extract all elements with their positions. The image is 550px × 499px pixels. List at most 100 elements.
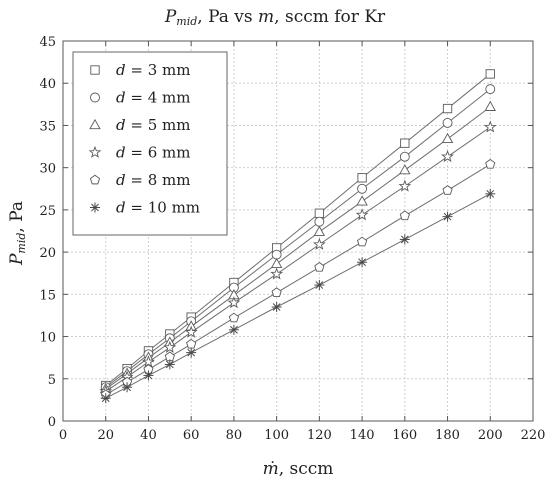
data-point-circle: [399, 151, 410, 162]
data-point-asterisk: [143, 370, 154, 381]
plot-frame: [62, 40, 534, 422]
series-line: [105, 193, 491, 399]
data-point-pentagon: [399, 210, 410, 221]
asterisk-stroke: [315, 281, 324, 289]
legend-label-var: d: [116, 199, 126, 217]
data-point-pentagon: [186, 338, 197, 349]
y-axis-title: Pmid, Pa: [7, 201, 28, 266]
data-point-asterisk: [164, 359, 175, 370]
data-point-square: [400, 138, 410, 148]
data-point-pentagon: [314, 261, 325, 272]
series-3: [99, 120, 497, 397]
ylabel-rest: , Pa: [7, 201, 27, 233]
data-point-asterisk: [271, 302, 282, 312]
y-tick-label: 15: [39, 288, 56, 303]
data-point-pentagon: [271, 287, 282, 297]
data-point-pentagon: [228, 312, 239, 323]
legend-label-var: d: [116, 89, 126, 107]
legend-marker-square: [90, 65, 100, 75]
data-point-star: [163, 340, 177, 353]
series-line: [105, 126, 491, 392]
title-m: m: [258, 7, 274, 27]
xlabel-rest: , sccm: [279, 459, 334, 479]
data-point-square: [485, 69, 495, 79]
x-tick-label: 100: [264, 428, 289, 443]
asterisk-stroke: [123, 383, 131, 392]
data-point-pentagon: [485, 158, 496, 169]
legend-label-value: = 6 mm: [126, 144, 191, 162]
data-point-star: [483, 120, 497, 133]
data-point-square: [442, 103, 453, 114]
legend-marker-asterisk: [90, 202, 100, 213]
data-point-circle: [271, 249, 282, 260]
asterisk-stroke: [91, 203, 99, 212]
data-point-triangle: [441, 132, 454, 144]
legend-label-value: = 8 mm: [126, 171, 191, 189]
y-tick-label: 45: [39, 35, 56, 50]
xlabel-m: ṁ: [263, 459, 279, 479]
y-tick-label: 30: [39, 162, 56, 177]
x-tick-label: 180: [435, 428, 460, 443]
legend-label-value: = 3 mm: [126, 61, 191, 79]
asterisk-stroke: [486, 189, 495, 198]
data-point-square: [314, 208, 325, 218]
data-point-star: [355, 208, 369, 221]
title-rest: , Pa vs: [197, 7, 258, 27]
asterisk-stroke: [187, 348, 196, 357]
data-point-pentagon: [357, 236, 368, 247]
axes: 0 20 40 60 80 100 120 140 160 180 200 220 0 5 10 15 20 25…: [39, 35, 545, 443]
asterisk-stroke: [400, 235, 409, 244]
y-tick-label: 40: [39, 77, 56, 92]
data-point-asterisk: [357, 257, 368, 268]
x-tick-label: 200: [478, 428, 503, 443]
ylabel-p: P: [7, 253, 27, 266]
y-tick-label: 5: [48, 373, 56, 388]
asterisk-stroke: [101, 394, 110, 403]
legend-label-value: = 10 mm: [126, 199, 200, 217]
data-point-pentagon: [164, 351, 175, 362]
x-tick-label: 140: [350, 428, 375, 443]
data-point-triangle: [313, 225, 326, 236]
data-point-triangle: [399, 164, 411, 175]
data-point-circle: [314, 216, 325, 227]
data-point-circle: [442, 117, 453, 128]
asterisk-stroke: [358, 258, 366, 267]
legend-label-var: d: [116, 144, 126, 162]
data-point-star: [398, 179, 412, 192]
legend-marker-star: [88, 145, 102, 158]
y-tick-label: 35: [39, 119, 56, 134]
x-tick-label: 80: [226, 428, 243, 443]
chart-title: Pmid, Pa vs m, sccm for Kr: [164, 7, 386, 28]
data-point-asterisk: [314, 280, 325, 291]
title-sub: mid: [176, 15, 197, 28]
x-axis-title: ṁ, sccm: [263, 459, 334, 479]
series-5: [100, 188, 496, 404]
y-tick-label: 0: [48, 415, 56, 430]
data-point-star: [313, 237, 326, 250]
data-point-pentagon: [442, 185, 453, 195]
title-p: P: [164, 7, 177, 27]
data-point-asterisk: [399, 234, 410, 245]
y-tick-label: 20: [39, 246, 56, 261]
data-point-star: [227, 296, 241, 309]
data-point-asterisk: [442, 211, 453, 222]
legend-label-var: d: [116, 116, 126, 134]
data-point-asterisk: [186, 347, 197, 358]
x-tick-label: 20: [97, 428, 114, 443]
x-tick-label: 120: [307, 428, 332, 443]
data-point-asterisk: [485, 188, 496, 199]
data-point-star: [270, 267, 283, 280]
legend-marker-triangle: [89, 118, 101, 130]
legend-label-value: = 5 mm: [126, 116, 191, 134]
legend-label: d = 8 mm: [116, 171, 190, 189]
legend-label-var: d: [116, 61, 126, 79]
data-point-triangle: [270, 257, 283, 269]
legend-label: d = 10 mm: [116, 199, 200, 217]
title-tail: , sccm for Kr: [274, 7, 386, 27]
x-tick-label: 60: [183, 428, 200, 443]
y-tick-label: 25: [39, 204, 56, 219]
x-tick-label: 40: [140, 428, 157, 443]
data-point-asterisk: [100, 393, 111, 404]
